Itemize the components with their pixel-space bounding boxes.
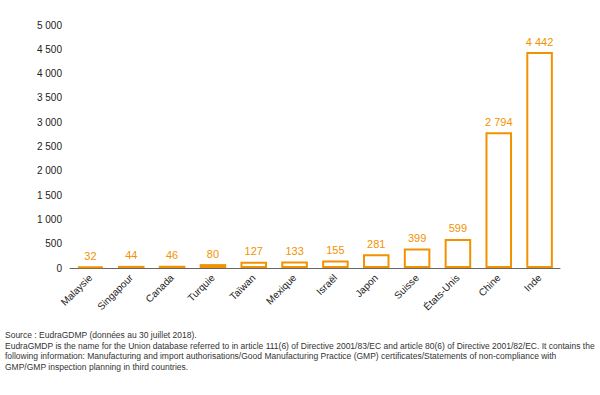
svg-text:Malaysie: Malaysie (59, 272, 95, 308)
svg-text:80: 80 (207, 248, 219, 260)
svg-text:Japon: Japon (353, 272, 380, 299)
svg-text:4 000: 4 000 (37, 68, 62, 79)
svg-text:Turquie: Turquie (185, 272, 217, 304)
svg-text:4 500: 4 500 (37, 44, 62, 55)
svg-text:3 500: 3 500 (37, 92, 62, 103)
svg-text:46: 46 (166, 249, 178, 261)
svg-text:Suisse: Suisse (392, 272, 421, 301)
svg-text:127: 127 (245, 245, 263, 257)
svg-text:0: 0 (56, 263, 62, 274)
svg-text:1 000: 1 000 (37, 214, 62, 225)
svg-text:5 000: 5 000 (37, 20, 62, 31)
svg-text:Singapour: Singapour (95, 272, 135, 312)
html-text:EudraGMDP is the name for the: EudraGMDP is the name for the Union data… (5, 340, 595, 372)
svg-text:2 000: 2 000 (37, 165, 62, 176)
svg-text:133: 133 (285, 245, 303, 257)
svg-text:44: 44 (125, 249, 137, 261)
svg-text:Inde: Inde (522, 272, 544, 294)
svg-text:Israël: Israël (314, 272, 339, 297)
svg-text:399: 399 (408, 232, 426, 244)
html-text:Source : EudraGDMP (données au: Source : EudraGDMP (données au 30 juille… (5, 330, 197, 340)
svg-text:281: 281 (367, 238, 385, 250)
svg-text:155: 155 (326, 244, 344, 256)
svg-text:4 442: 4 442 (526, 36, 554, 48)
svg-text:32: 32 (84, 250, 96, 262)
svg-text:Taïwan: Taïwan (227, 272, 257, 302)
svg-text:Chine: Chine (476, 272, 503, 299)
svg-text:2 794: 2 794 (485, 116, 513, 128)
svg-text:2 500: 2 500 (37, 141, 62, 152)
svg-text:599: 599 (449, 222, 467, 234)
svg-text:Mexique: Mexique (264, 272, 299, 307)
svg-text:500: 500 (45, 238, 62, 249)
svg-text:Canada: Canada (143, 272, 176, 305)
svg-text:États-Unis: États-Unis (421, 271, 462, 312)
svg-text:1 500: 1 500 (37, 190, 62, 201)
svg-text:3 000: 3 000 (37, 117, 62, 128)
